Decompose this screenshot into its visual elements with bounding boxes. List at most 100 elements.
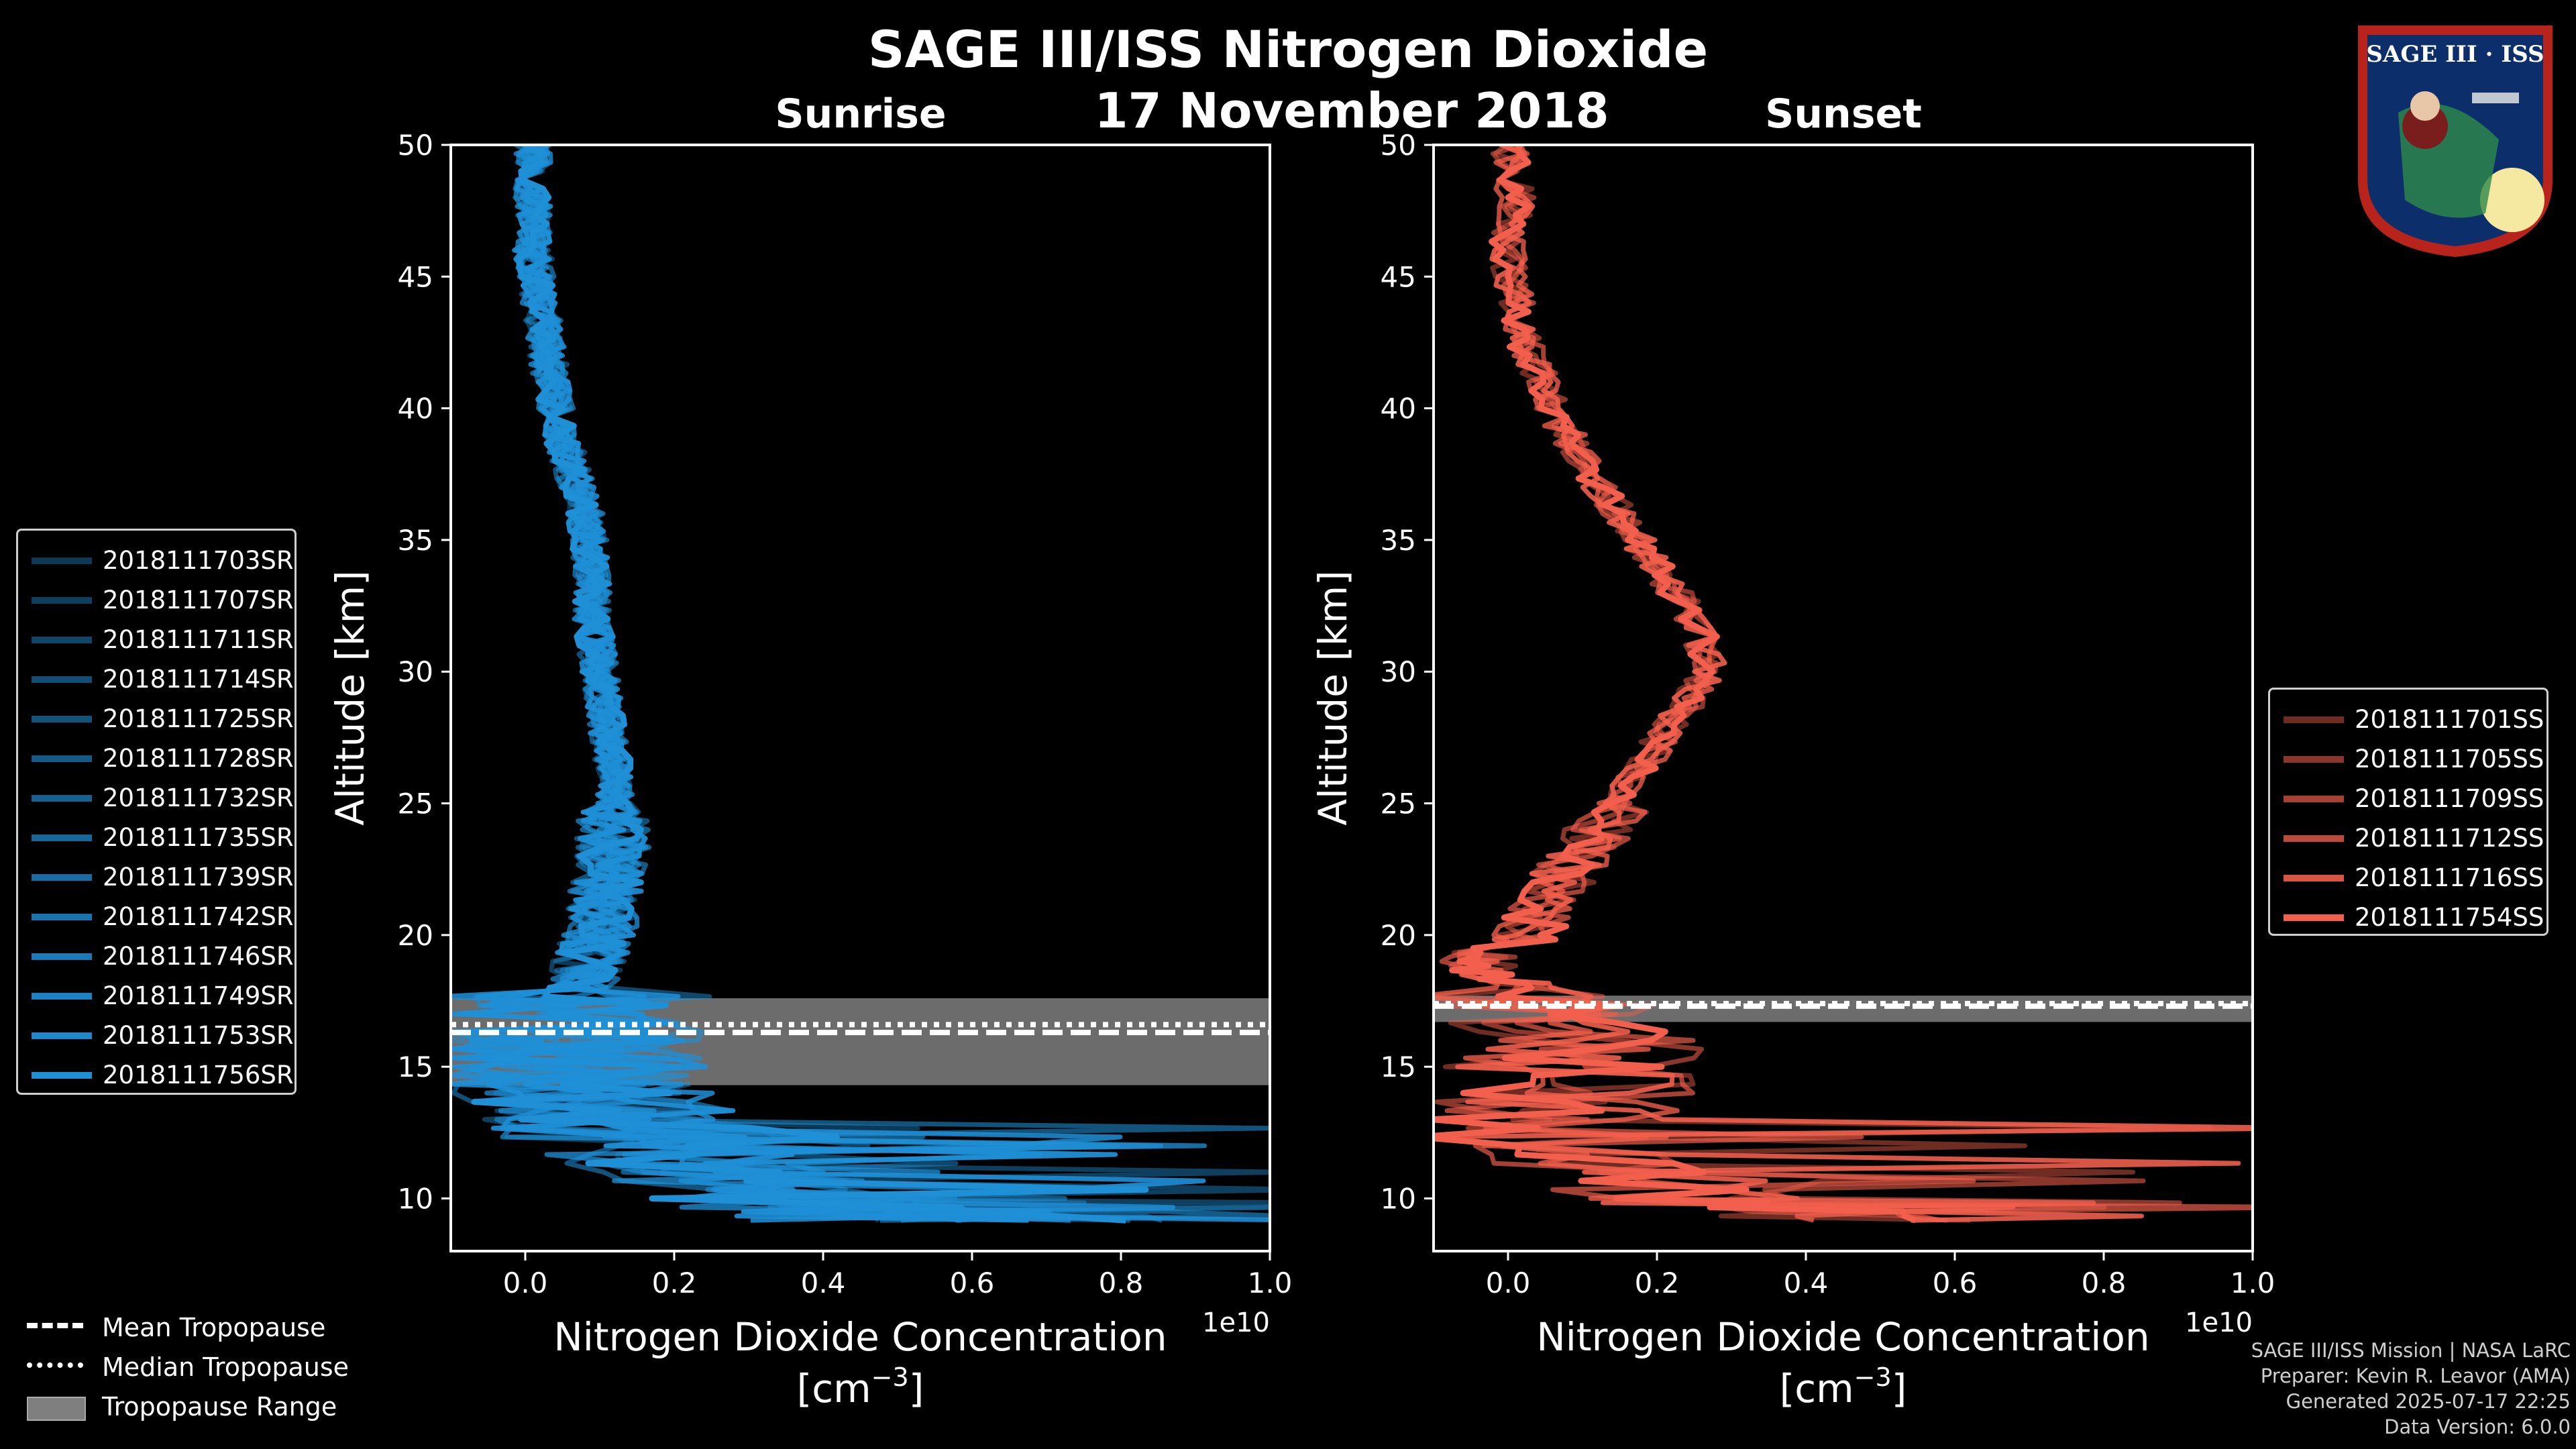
sunset-xtick-label: 0.2 (1635, 1267, 1680, 1299)
sunrise-ytick-label: 35 (398, 524, 433, 557)
tropopause-legend-entry: Tropopause Range (16, 1387, 392, 1426)
sunrise-ytick-label: 25 (398, 788, 433, 820)
tropopause-legend-label: Tropopause Range (102, 1392, 337, 1421)
sunrise-ylabel: Altitude [km] (327, 570, 373, 825)
tropopause-legend-swatch (27, 1397, 86, 1421)
sunrise-xtick-label: 1.0 (1248, 1267, 1293, 1299)
sunrise-xlabel-units-end: ] (909, 1366, 924, 1411)
legend-label: 2018111728SR (103, 744, 294, 773)
sunrise-xlabel-units-base: [cm (797, 1366, 871, 1411)
sunrise-axes-frame (449, 144, 1271, 1252)
sunset-ytick-label: 15 (1381, 1051, 1416, 1083)
sunset-ytick-label: 30 (1381, 655, 1416, 688)
legend-swatch (32, 795, 92, 802)
sunset-ytick-label: 25 (1381, 788, 1416, 820)
legend-label: 2018111711SR (103, 625, 294, 654)
sunrise-xtick-label: 0.4 (801, 1267, 846, 1299)
sunset-xlabel-units: [cm−3] (1780, 1362, 1907, 1411)
legend-label: 2018111735SR (103, 823, 294, 852)
sunset-xscale-label: 1e10 (2185, 1307, 2253, 1338)
legend-swatch (2284, 756, 2344, 763)
footer-mission: SAGE III/ISS Mission | NASA LaRC (2251, 1339, 2571, 1362)
tropopause-legend-label: Median Tropopause (102, 1352, 349, 1382)
sunset-ytick-label: 35 (1381, 524, 1416, 557)
sunset-xtick-label: 1.0 (2231, 1267, 2275, 1299)
legend-swatch (32, 993, 92, 1000)
legend-swatch (32, 676, 92, 683)
sunrise-ytick-label: 50 (398, 129, 433, 162)
sunset-ytick-label: 40 (1381, 392, 1416, 425)
legend-swatch (2284, 716, 2344, 723)
sunset-axes-frame (1432, 144, 2254, 1252)
legend-label: 2018111709SS (2355, 784, 2544, 813)
legend-swatch (32, 637, 92, 643)
tropopause-legend-swatch (27, 1323, 83, 1328)
legend-swatch (32, 597, 92, 604)
sunset-xlabel-units-exponent: −3 (1854, 1362, 1892, 1392)
legend-swatch (2284, 796, 2344, 802)
legend-swatch (2284, 835, 2344, 842)
legend-label: 2018111716SS (2355, 863, 2544, 892)
sunrise-ytick-label: 45 (398, 260, 433, 293)
sunset-plot-area (1434, 145, 2253, 1224)
sunset-ylabel: Altitude [km] (1310, 570, 1356, 825)
sunrise-xtick-label: 0.2 (652, 1267, 697, 1299)
legend-label: 2018111732SR (103, 784, 294, 812)
sunset-xlabel-units-end: ] (1892, 1366, 1907, 1411)
sunrise-legend: 2018111703SR 2018111707SR 2018111711SR 2018… (16, 529, 297, 1095)
legend-swatch (32, 755, 92, 762)
legend-label: 2018111705SS (2355, 745, 2544, 773)
sunset-xlabel: Nitrogen Dioxide Concentration (1536, 1314, 2149, 1360)
sunrise-xtick-label: 0.0 (503, 1267, 548, 1299)
legend-label: 2018111756SR (103, 1061, 294, 1089)
sunset-xtick-label: 0.4 (1784, 1267, 1829, 1299)
sunset-xtick-label: 0.0 (1486, 1267, 1531, 1299)
sunset-series-line-2018111705SS (1434, 145, 2182, 1223)
sunrise-series-line-2018111749SR (451, 145, 1206, 1223)
legend-swatch (32, 953, 92, 960)
tropopause-legend-entry: Mean Tropopause (16, 1308, 392, 1347)
footer-version: Data Version: 6.0.0 (2384, 1415, 2571, 1438)
sunrise-xlabel-units-exponent: −3 (871, 1362, 909, 1392)
legend-swatch (32, 716, 92, 722)
legend-swatch (32, 835, 92, 841)
tropopause-legend-label: Mean Tropopause (102, 1313, 326, 1342)
sunrise-ytick-label: 10 (398, 1182, 433, 1215)
sunrise-series-line-2018111756SR (471, 145, 1149, 1224)
legend-label: 2018111707SR (103, 586, 294, 614)
legend-label: 2018111754SS (2355, 903, 2544, 932)
legend-label: 2018111714SR (103, 665, 294, 694)
sunset-xlabel-units-base: [cm (1780, 1366, 1854, 1411)
legend-swatch (32, 557, 92, 564)
mission-badge: SAGE III · ISS (2345, 12, 2566, 262)
sunrise-xlabel-units: [cm−3] (797, 1362, 924, 1411)
legend-swatch (32, 914, 92, 920)
sunrise-ytick-label: 20 (398, 919, 433, 952)
sunset-xtick-label: 0.6 (1933, 1267, 1978, 1299)
legend-label: 2018111742SR (103, 902, 294, 931)
sunrise-xlabel: Nitrogen Dioxide Concentration (553, 1314, 1167, 1360)
sunset-series-line-2018111754SS (1434, 145, 1917, 1224)
legend-label: 2018111749SR (103, 981, 294, 1010)
sunrise-ytick-label: 30 (398, 655, 433, 688)
sunrise-xscale-label: 1e10 (1202, 1307, 1270, 1338)
legend-swatch (2284, 914, 2344, 921)
legend-swatch (32, 874, 92, 881)
legend-label: 2018111701SS (2355, 705, 2544, 734)
sunrise-xtick-label: 0.6 (950, 1267, 995, 1299)
badge-text: SAGE III · ISS (2366, 41, 2544, 68)
sunrise-xtick-label: 0.8 (1099, 1267, 1144, 1299)
sunrise-ytick-label: 40 (398, 392, 433, 425)
legend-label: 2018111712SS (2355, 824, 2544, 853)
sunset-legend: 2018111701SS 2018111705SS 2018111709SS 2018… (2268, 688, 2548, 936)
sage-iii-iss-mission-patch-icon: SAGE III · ISS (2358, 25, 2553, 257)
legend-label: 2018111703SR (103, 546, 294, 575)
sunset-ytick-label: 50 (1381, 129, 1416, 162)
legend-label: 2018111739SR (103, 863, 294, 892)
sunset-panel-title: Sunset (1765, 91, 1922, 138)
footer-generated: Generated 2025-07-17 22:25 (2286, 1390, 2571, 1413)
sunset-ytick-label: 10 (1381, 1182, 1416, 1215)
footer-credits: SAGE III/ISS Mission | NASA LaRC Prepare… (2251, 1338, 2571, 1440)
legend-swatch (32, 1072, 92, 1079)
